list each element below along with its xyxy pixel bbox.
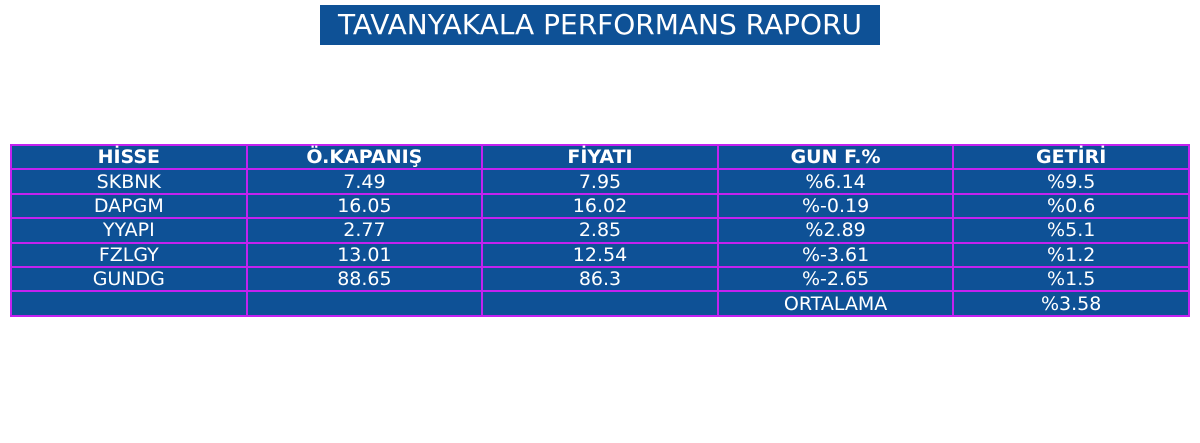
table-cell: 16.02 [481,192,719,220]
table-cell: %5.1 [952,217,1190,244]
table-cell: YYAPI [10,217,248,244]
table-cell: 13.01 [245,241,484,268]
table-cell: GUNDG [10,265,248,293]
table-cell: 88.65 [245,265,484,293]
table-cell: DAPGM [10,192,248,220]
table-cell: 7.95 [481,168,719,195]
table-cell: %1.5 [952,265,1190,293]
column-header: GUN F.% [716,143,955,171]
footer-label: ORTALAMA [716,290,955,317]
table-cell: %-3.61 [716,241,955,268]
table-cell: 2.77 [245,217,484,244]
table-row: SKBNK 7.49 7.95 %6.14 %9.5 [10,168,1190,195]
column-header: FİYATI [481,143,719,171]
table-cell: %9.5 [952,168,1190,195]
column-header: HİSSE [10,143,248,171]
table-cell: %0.6 [952,192,1190,220]
table-cell: 86.3 [481,265,719,293]
footer-value: %3.58 [952,290,1190,317]
table-row: DAPGM 16.05 16.02 %-0.19 %0.6 [10,192,1190,220]
table-cell: SKBNK [10,168,248,195]
table-cell: 7.49 [245,168,484,195]
table-cell: 12.54 [481,241,719,268]
empty-cell [245,290,484,317]
table-cell: FZLGY [10,241,248,268]
table-row: FZLGY 13.01 12.54 %-3.61 %1.2 [10,241,1190,268]
column-header: GETİRİ [952,143,1190,171]
table-row: YYAPI 2.77 2.85 %2.89 %5.1 [10,217,1190,244]
table-cell: %2.89 [716,217,955,244]
header-row: HİSSE Ö.KAPANIŞ FİYATI GUN F.% GETİRİ [10,143,1190,171]
column-header: Ö.KAPANIŞ [245,143,484,171]
empty-cell [481,290,719,317]
table-cell: 16.05 [245,192,484,220]
table-cell: %6.14 [716,168,955,195]
table-cell: %1.2 [952,241,1190,268]
empty-cell [10,290,248,317]
table-row: GUNDG 88.65 86.3 %-2.65 %1.5 [10,265,1190,293]
report-table: HİSSE Ö.KAPANIŞ FİYATI GUN F.% GETİRİ SKBNK 7… [10,143,1190,317]
report-title: TAVANYAKALA PERFORMANS RAPORU [320,5,880,45]
table-cell: %-0.19 [716,192,955,220]
footer-row: ORTALAMA %3.58 [10,290,1190,317]
table-cell: %-2.65 [716,265,955,293]
table-cell: 2.85 [481,217,719,244]
